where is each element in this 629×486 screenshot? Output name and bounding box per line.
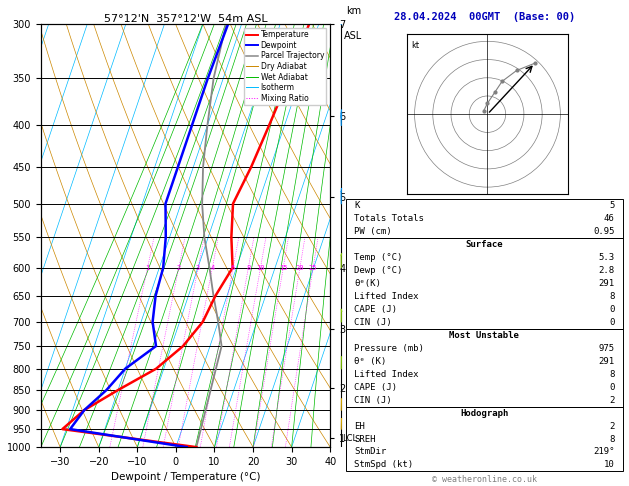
Text: 6: 6 [231,265,235,271]
Text: 28.04.2024  00GMT  (Base: 00): 28.04.2024 00GMT (Base: 00) [394,12,575,22]
Text: CIN (J): CIN (J) [354,318,392,327]
Text: StmSpd (kt): StmSpd (kt) [354,460,413,469]
Text: 291: 291 [598,279,615,288]
Bar [346,329,623,407]
Bar [346,238,623,329]
Text: StmDir: StmDir [354,448,386,456]
Text: 10: 10 [604,460,615,469]
Text: 0: 0 [609,305,615,314]
X-axis label: Dewpoint / Temperature (°C): Dewpoint / Temperature (°C) [111,472,260,483]
Text: 2: 2 [177,265,181,271]
Text: Surface: Surface [465,240,503,249]
Text: 25: 25 [309,265,318,271]
Text: Totals Totals: Totals Totals [354,214,424,223]
Text: 8: 8 [609,292,615,301]
Text: 291: 291 [598,357,615,366]
Text: 8: 8 [609,434,615,444]
Text: 8: 8 [246,265,250,271]
Text: SREH: SREH [354,434,376,444]
Text: 1: 1 [145,265,150,271]
Text: 10: 10 [256,265,265,271]
Text: θᵉ (K): θᵉ (K) [354,357,386,366]
Text: K: K [354,201,360,210]
Text: Pressure (mb): Pressure (mb) [354,344,424,353]
Text: CAPE (J): CAPE (J) [354,305,398,314]
Text: 20: 20 [296,265,304,271]
Text: 975: 975 [598,344,615,353]
Text: 3: 3 [196,265,200,271]
Text: 2: 2 [609,396,615,405]
Bar [346,407,623,471]
Text: LCL: LCL [342,434,357,443]
Text: CIN (J): CIN (J) [354,396,392,405]
Text: 0: 0 [609,318,615,327]
Text: 4: 4 [210,265,214,271]
Text: Lifted Index: Lifted Index [354,370,419,379]
Text: Temp (°C): Temp (°C) [354,253,403,262]
Text: 8: 8 [609,370,615,379]
Text: km: km [346,6,361,16]
Text: Dewp (°C): Dewp (°C) [354,266,403,275]
Text: Hodograph: Hodograph [460,409,508,417]
Text: 2: 2 [609,421,615,431]
Text: 0.95: 0.95 [593,227,615,236]
Text: CAPE (J): CAPE (J) [354,382,398,392]
Text: kt: kt [411,41,419,51]
Text: 5: 5 [609,201,615,210]
Text: 15: 15 [279,265,287,271]
Y-axis label: hPa: hPa [0,226,1,246]
Text: © weatheronline.co.uk: © weatheronline.co.uk [432,474,537,484]
Text: ASL: ASL [344,31,362,41]
Bar [346,199,623,238]
Text: EH: EH [354,421,365,431]
Text: 2.8: 2.8 [598,266,615,275]
Text: 0: 0 [609,382,615,392]
Text: Lifted Index: Lifted Index [354,292,419,301]
Legend: Temperature, Dewpoint, Parcel Trajectory, Dry Adiabat, Wet Adiabat, Isotherm, Mi: Temperature, Dewpoint, Parcel Trajectory… [244,28,326,105]
Text: 5.3: 5.3 [598,253,615,262]
Text: θᵉ(K): θᵉ(K) [354,279,381,288]
Text: Most Unstable: Most Unstable [449,331,520,340]
Text: 219°: 219° [593,448,615,456]
Title: 57°12'N  357°12'W  54m ASL: 57°12'N 357°12'W 54m ASL [104,14,267,23]
Text: PW (cm): PW (cm) [354,227,392,236]
Text: 46: 46 [604,214,615,223]
